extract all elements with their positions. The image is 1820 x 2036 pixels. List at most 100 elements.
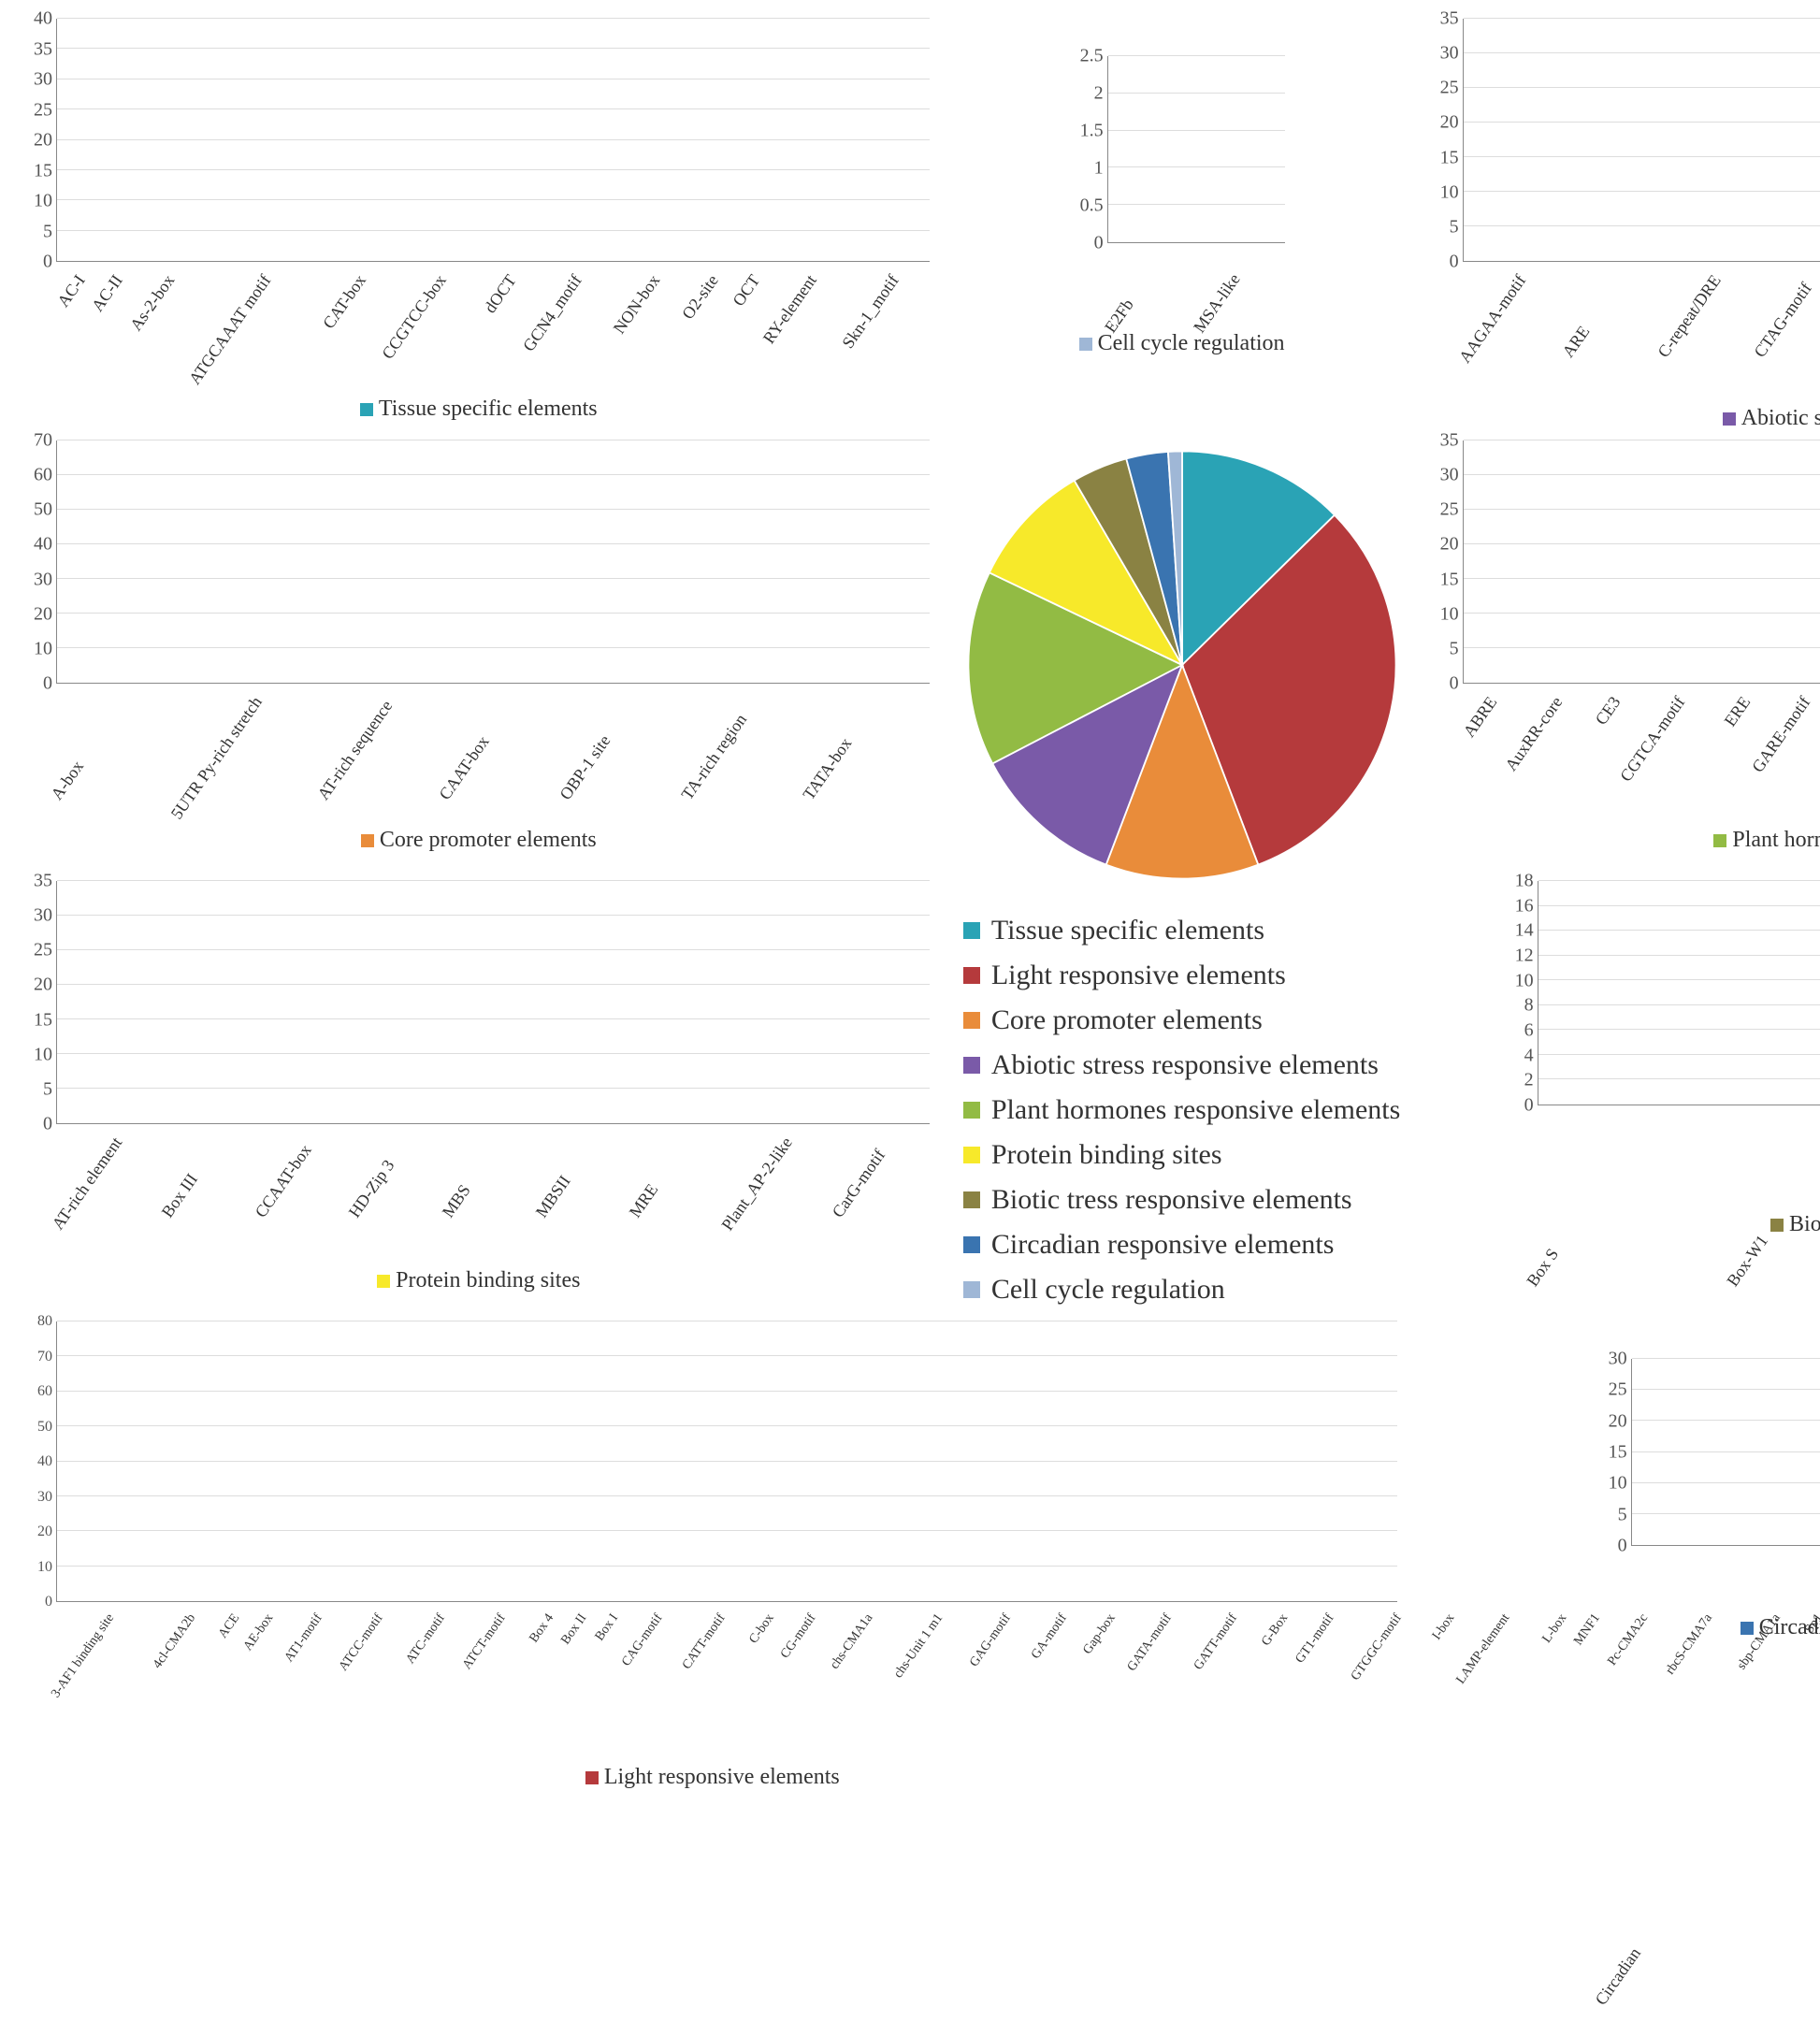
y-tick-label: 1.5 — [1080, 121, 1104, 142]
legend-row: Cell cycle regulation — [963, 1267, 1400, 1312]
legend-row: Tissue specific elements — [963, 908, 1400, 953]
y-tick-label: 0 — [1618, 1536, 1627, 1557]
panel-protein: 05101520253035AT-rich elementBox IIICCAA… — [19, 881, 939, 1312]
legend-swatch — [963, 1102, 980, 1119]
x-tick-label: A-box — [47, 693, 133, 803]
y-tick-label: 0 — [1094, 233, 1104, 254]
y-tick-label: 0 — [45, 1594, 52, 1610]
x-tick-label: Box II — [558, 1611, 590, 1648]
y-tick-label: 20 — [34, 603, 52, 625]
x-tick-label: Gap-box — [1081, 1611, 1119, 1657]
x-labels: E2FbMSA-like — [1107, 243, 1285, 327]
chart-area: 05101520253035 — [1425, 19, 1820, 262]
x-tick-label: GTGGC-motif — [1349, 1611, 1406, 1683]
panel-light: 010203040506070803-AF1 binding site4cl-C… — [19, 1321, 1407, 1790]
chart-legend: Circadian responsive elements — [1594, 1615, 1820, 1640]
y-tick-label: 20 — [1440, 534, 1459, 556]
chart-title: Tissue specific elements — [379, 397, 598, 421]
plot-area — [1631, 1359, 1820, 1546]
legend-row: Biotic tress responsive elements — [963, 1177, 1400, 1222]
y-tick-label: 35 — [34, 871, 52, 892]
y-tick-label: 0 — [1524, 1095, 1534, 1117]
x-tick-label: ATCC-motif — [337, 1611, 387, 1674]
legend-label: Plant hormones responsive elements — [991, 1088, 1400, 1133]
y-tick-label: 15 — [1440, 569, 1459, 590]
x-tick-label: ATCT-motif — [460, 1611, 510, 1672]
legend-swatch — [361, 834, 374, 847]
x-tick-label: CCGTCC-box — [378, 271, 450, 363]
x-tick-label: GATT-motif — [1192, 1611, 1241, 1673]
panel-pie: Tissue specific elementsLight responsive… — [958, 440, 1407, 1312]
legend-swatch — [377, 1275, 390, 1288]
plot-area — [1107, 56, 1285, 243]
x-tick-label: CGTCA-motif — [1616, 693, 1689, 786]
legend-swatch — [1713, 834, 1726, 847]
x-labels: AT-rich elementBox IIICCAAT-boxHD-Zip 3M… — [56, 1124, 930, 1264]
legend-swatch — [963, 1057, 980, 1074]
plot-area — [1463, 19, 1820, 262]
chart-area: 00.511.522.5 — [1070, 56, 1294, 243]
y-axis: 01020304050607080 — [19, 1321, 56, 1602]
legend-row: Core promoter elements — [963, 998, 1400, 1043]
y-axis: 024681012141618 — [1500, 881, 1538, 1105]
legend-label: Light responsive elements — [991, 953, 1286, 998]
y-axis: 05101520253035 — [1425, 19, 1463, 262]
y-tick-label: 12 — [1515, 946, 1534, 967]
x-tick-label: ABRE — [1459, 693, 1501, 741]
y-tick-label: 2 — [1524, 1070, 1534, 1091]
x-tick-label: C-box — [746, 1611, 777, 1647]
y-tick-label: 10 — [1515, 970, 1534, 991]
x-tick-label: AuxRR-core — [1501, 693, 1567, 774]
bars-container — [57, 1321, 1397, 1601]
x-tick-label: Box 4 — [527, 1611, 557, 1646]
x-tick-label: dOCT — [480, 271, 520, 317]
legend-swatch — [585, 1771, 599, 1784]
chart-legend: Protein binding sites — [19, 1268, 939, 1293]
y-tick-label: 10 — [1609, 1473, 1627, 1495]
y-tick-label: 25 — [1440, 78, 1459, 99]
y-axis: 00.511.522.5 — [1070, 56, 1107, 243]
chart-area: 01020304050607080 — [19, 1321, 1407, 1602]
y-tick-label: 2 — [1094, 83, 1104, 105]
y-tick-label: 18 — [1515, 871, 1534, 892]
x-tick-label: MBS — [439, 1134, 509, 1221]
panel-abiotic: 05101520253035AAGAA-motifAREC-repeat/DRE… — [1425, 19, 1820, 431]
bars-container — [1538, 881, 1820, 1105]
y-tick-label: 35 — [34, 38, 52, 60]
x-tick-label: As-2-box — [126, 271, 179, 335]
y-tick-label: 0 — [43, 673, 52, 695]
x-tick-label: AT1-motif — [282, 1611, 325, 1666]
x-tick-label: 5UTR Py-rich stretch — [166, 693, 266, 823]
x-tick-label: CE3 — [1591, 693, 1625, 729]
y-tick-label: 30 — [34, 569, 52, 590]
x-tick-label: GAG-motif — [967, 1611, 1015, 1670]
y-tick-label: 15 — [1609, 1442, 1627, 1464]
legend-swatch — [963, 1012, 980, 1029]
chart-title: Biotic tress responsive elements — [1789, 1212, 1820, 1236]
x-tick-label: OBP-1 site — [556, 693, 643, 803]
x-tick-label: ERE — [1720, 693, 1755, 730]
x-labels: Box SBox-W1W boxWUN-motif — [1538, 1105, 1820, 1208]
y-tick-label: 30 — [1609, 1349, 1627, 1370]
y-tick-label: 5 — [1618, 1504, 1627, 1525]
x-tick-label: CATT-motif — [680, 1611, 729, 1672]
y-tick-label: 5 — [1450, 216, 1459, 238]
legend-label: Circadian responsive elements — [991, 1222, 1335, 1267]
x-tick-label: AT-rich sequence — [313, 693, 399, 803]
x-tick-label: NON-box — [609, 271, 663, 338]
y-tick-label: 25 — [1609, 1379, 1627, 1401]
y-tick-label: 8 — [1524, 995, 1534, 1017]
x-labels: ABREAuxRR-coreCE3CGTCA-motifEREGARE-moti… — [1463, 684, 1820, 824]
x-tick-label: RY-element — [758, 271, 820, 348]
chart-area: 05101520253035 — [19, 881, 939, 1124]
panel-circadian: 051015202530CircadianCircadian responsiv… — [1425, 1321, 1820, 1790]
panel-biotic: 024681012141618Box SBox-W1W boxWUN-motif… — [1425, 881, 1820, 1312]
pie-legend: Tissue specific elementsLight responsive… — [963, 908, 1400, 1312]
x-tick-label: GARE-motif — [1748, 693, 1814, 776]
x-tick-label: Box S — [1523, 1115, 1654, 1291]
panel-hormone: 05101520253035ABREAuxRR-coreCE3CGTCA-mot… — [1425, 440, 1820, 872]
x-tick-label: TA-rich region — [677, 693, 763, 803]
y-tick-label: 50 — [34, 499, 52, 521]
plot-area — [56, 881, 930, 1124]
x-tick-label: AC-II — [88, 271, 127, 315]
